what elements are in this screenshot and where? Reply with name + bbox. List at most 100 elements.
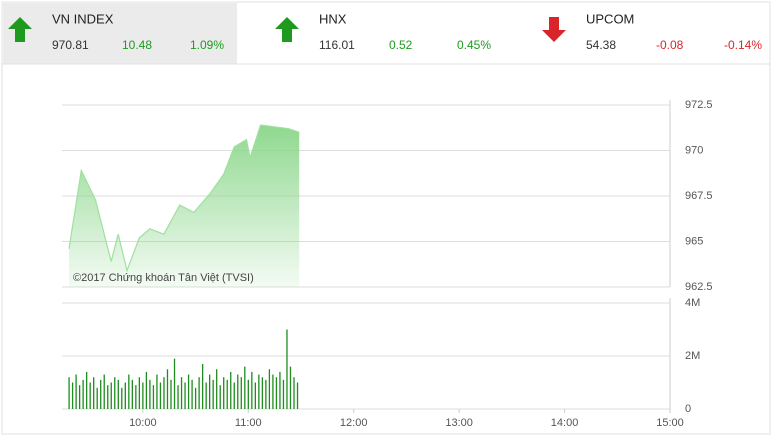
active-tab[interactable] <box>3 3 237 64</box>
index-value: 970.81 <box>52 38 89 52</box>
x-tick-label: 11:00 <box>235 417 262 429</box>
index-percent: 1.09% <box>190 38 224 52</box>
volume-bar <box>117 379 119 409</box>
volume-bar <box>282 379 285 409</box>
y-tick-label: 972.5 <box>685 99 713 111</box>
y-tick-label: 2M <box>685 350 700 362</box>
volume-bar <box>187 374 190 409</box>
volume-bar <box>78 385 81 409</box>
volume-bar <box>156 374 158 409</box>
index-change: -0.08 <box>656 38 684 52</box>
volume-bar <box>135 385 137 409</box>
volume-bar <box>258 374 260 409</box>
volume-bar <box>159 382 162 409</box>
volume-bar <box>286 329 288 409</box>
volume-bar <box>279 371 281 409</box>
direction-arrow <box>8 17 32 42</box>
volume-bar <box>93 377 95 409</box>
volume-bar <box>145 371 148 409</box>
index-percent: -0.14% <box>724 38 762 52</box>
volume-bar <box>152 385 155 409</box>
volume-bar <box>265 379 267 409</box>
index-name: VN INDEX <box>52 11 114 26</box>
volume-bar <box>275 377 278 409</box>
volume-bar <box>124 382 126 409</box>
price-line <box>68 124 300 273</box>
volume-bar <box>223 377 225 409</box>
direction-arrow <box>275 17 299 42</box>
volume-bar <box>216 369 218 409</box>
volume-bar <box>180 377 183 409</box>
volume-bar <box>254 382 256 409</box>
volume-bar <box>244 366 246 409</box>
volume-bar <box>194 387 197 409</box>
index-name: UPCOM <box>586 11 634 26</box>
index-value: 116.01 <box>319 38 355 52</box>
index-percent: 0.45% <box>457 38 491 52</box>
y-tick-label: 4M <box>685 297 700 309</box>
volume-bar <box>205 382 207 409</box>
volume-bar <box>272 374 274 409</box>
x-tick-label: 14:00 <box>551 417 579 429</box>
volume-bar <box>89 382 91 409</box>
volume-bar <box>201 363 204 409</box>
volume-bar <box>293 377 295 409</box>
volume-bar <box>75 374 77 409</box>
volume-bar <box>212 379 214 409</box>
volume-bar <box>166 369 169 409</box>
y-tick-label: 0 <box>685 403 691 415</box>
x-tick-label: 10:00 <box>129 417 157 429</box>
volume-bar <box>142 382 144 409</box>
volume-bar <box>268 369 271 409</box>
volume-bar <box>247 379 249 409</box>
watermark: ©2017 Chứng khoán Tân Việt (TVSI) <box>73 272 254 284</box>
volume-bar <box>86 371 88 409</box>
volume-bar <box>107 385 109 409</box>
volume-bar <box>251 371 253 409</box>
volume-bar <box>289 366 292 409</box>
volume-bar <box>110 382 112 409</box>
volume-bar <box>230 371 232 409</box>
volume-bar <box>128 374 130 409</box>
price-area <box>69 125 300 287</box>
volume-bar <box>191 379 193 409</box>
volume-bar <box>149 379 151 409</box>
y-tick-label: 967.5 <box>685 190 713 202</box>
y-tick-label: 962.5 <box>685 281 713 293</box>
volume-bar <box>184 382 186 409</box>
index-name: HNX <box>319 11 347 26</box>
volume-bar <box>209 374 211 409</box>
y-tick-label: 965 <box>685 235 703 247</box>
x-tick-label: 15:00 <box>656 417 684 429</box>
volume-bar <box>121 387 123 409</box>
volume-bar <box>114 377 116 409</box>
volume-bar <box>138 377 141 409</box>
x-tick-label: 13:00 <box>445 417 473 429</box>
x-tick-label: 12:00 <box>340 417 368 429</box>
index-change: 10.48 <box>122 38 152 52</box>
y-tick-label: 970 <box>685 144 703 156</box>
volume-bar <box>163 377 165 409</box>
volume-bar <box>131 379 133 409</box>
volume-bar <box>198 377 200 409</box>
volume-bar <box>82 379 84 409</box>
volume-bar <box>173 358 176 409</box>
volume-bar <box>219 385 221 409</box>
index-value: 54.38 <box>586 38 616 52</box>
volume-bar <box>96 387 98 409</box>
volume-bar <box>296 382 299 409</box>
volume-bar <box>177 385 179 409</box>
volume-bar <box>103 374 105 409</box>
volume-bar <box>261 377 264 409</box>
volume-bar <box>226 379 228 409</box>
direction-arrow <box>542 17 566 42</box>
index-change: 0.52 <box>389 38 413 52</box>
volume-bar <box>71 382 74 409</box>
volume-bar <box>170 379 172 409</box>
volume-bar <box>233 382 235 409</box>
volume-bar <box>100 379 102 409</box>
volume-bar <box>68 377 70 409</box>
